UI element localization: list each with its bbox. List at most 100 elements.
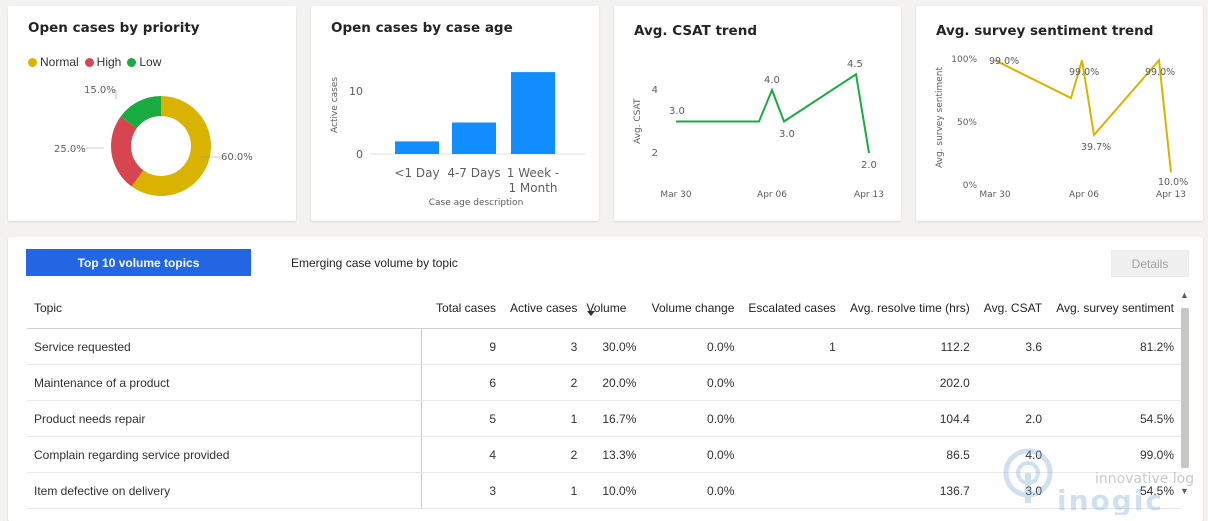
age-bar[interactable] xyxy=(452,122,496,155)
col-volume-change[interactable]: Volume change xyxy=(643,288,742,329)
sort-descending-icon[interactable] xyxy=(587,311,595,316)
sentiment-x3: Apr 13 xyxy=(1156,190,1186,200)
table-cell: 104.4 xyxy=(842,400,977,437)
table-cell: 0.0% xyxy=(643,364,742,401)
csat-label-a: 3.0 xyxy=(669,106,685,117)
tab-emerging-case-volume[interactable]: Emerging case volume by topic xyxy=(291,256,458,270)
sentiment-x2: Apr 06 xyxy=(1069,190,1099,200)
table-row[interactable]: Product needs repair 5 1 16.7% 0.0% 104.4 2.0 5… xyxy=(27,400,1182,437)
table-cell: 1 xyxy=(503,400,585,437)
table-cell: 3 xyxy=(503,328,585,365)
sentiment-ytick-100: 100% xyxy=(951,55,977,65)
donut-label-high: 25.0% xyxy=(54,144,86,155)
col-active-cases[interactable]: Active cases xyxy=(503,288,585,329)
table-row[interactable]: Item defective on delivery 3 1 10.0% 0.0% 136… xyxy=(27,472,1182,509)
table-cell: 99.0% xyxy=(1049,436,1182,473)
table-cell: Maintenance of a product xyxy=(27,364,422,401)
col-avg-survey-sentiment[interactable]: Avg. survey sentiment xyxy=(1049,288,1182,329)
priority-donut-chart[interactable]: 60.0% 25.0% 15.0% xyxy=(8,6,296,221)
table-cell: 0.0% xyxy=(643,472,742,509)
legend-normal[interactable]: Normal xyxy=(28,55,79,69)
sentiment-x1: Mar 30 xyxy=(979,190,1011,200)
table-cell: Item defective on delivery xyxy=(27,472,422,509)
age-cat2: 4-7 Days xyxy=(447,166,500,180)
table-cell: 2 xyxy=(503,436,585,473)
sentiment-series-line xyxy=(994,57,1172,173)
table-row[interactable]: Maintenance of a product 6 2 20.0% 0.0% 202.0 xyxy=(27,364,1182,401)
case-age-card: Open cases by case age Active cases 10 0… xyxy=(311,6,599,221)
table-cell: 112.2 xyxy=(842,328,977,365)
sentiment-label-b: 99.0% xyxy=(1069,67,1099,78)
svg-text:inogic: inogic xyxy=(1057,484,1164,515)
table-cell xyxy=(976,364,1050,401)
age-cat3-line2: 1 Month xyxy=(508,181,557,195)
table-cell xyxy=(741,364,843,401)
sentiment-label-c: 39.7% xyxy=(1081,142,1111,153)
age-bar[interactable] xyxy=(395,141,439,154)
table-cell: 54.5% xyxy=(1049,400,1182,437)
csat-label-d: 4.5 xyxy=(847,59,863,70)
case-age-bar-chart[interactable]: Active cases 10 0 <1 Day 4-7 Days 1 Week… xyxy=(311,6,599,221)
details-button[interactable]: Details xyxy=(1111,250,1189,277)
table-cell: 81.2% xyxy=(1049,328,1182,365)
col-avg-csat[interactable]: Avg. CSAT xyxy=(976,288,1050,329)
sentiment-label-e: 10.0% xyxy=(1158,177,1188,188)
donut-slice-high[interactable] xyxy=(111,116,144,187)
table-cell: 3.0 xyxy=(976,472,1050,509)
table-cell: 0.0% xyxy=(643,400,742,437)
table-header-row: Topic Total cases Active cases Volume Vo… xyxy=(27,288,1182,329)
table-cell: 30.0% xyxy=(584,328,644,365)
table-cell: 3 xyxy=(421,472,503,509)
sentiment-line-chart[interactable]: Avg. survey sentiment 100% 50% 0% 99.0% … xyxy=(916,6,1203,221)
topics-table: Topic Total cases Active cases Volume Vo… xyxy=(27,288,1182,509)
priority-card: Open cases by priority Normal High Low 6… xyxy=(8,6,296,221)
table-cell: 9 xyxy=(421,328,503,365)
scroll-thumb[interactable] xyxy=(1181,308,1189,468)
donut-slice-low[interactable] xyxy=(120,96,161,129)
csat-x1: Mar 30 xyxy=(660,190,692,200)
legend-low[interactable]: Low xyxy=(127,55,161,69)
legend-high[interactable]: High xyxy=(84,55,121,69)
sentiment-ytick-50: 50% xyxy=(957,118,977,128)
table-cell: 3.6 xyxy=(976,328,1050,365)
table-cell: 136.7 xyxy=(842,472,977,509)
table-cell xyxy=(741,400,843,437)
table-cell: 1 xyxy=(741,328,843,365)
csat-trend-card: Avg. CSAT trend Avg. CSAT 4 2 3.0 4.0 3.… xyxy=(614,6,901,221)
sentiment-ytick-0: 0% xyxy=(963,181,978,191)
tab-top-10-volume-topics[interactable]: Top 10 volume topics xyxy=(26,249,251,276)
table-cell xyxy=(741,436,843,473)
col-volume[interactable]: Volume xyxy=(584,288,644,329)
csat-ylabel: Avg. CSAT xyxy=(633,98,643,144)
col-topic[interactable]: Topic xyxy=(27,288,421,329)
csat-series-line xyxy=(676,72,870,154)
col-escalated-cases[interactable]: Escalated cases xyxy=(741,288,843,329)
priority-card-title: Open cases by priority xyxy=(28,20,200,36)
age-ytick-0: 0 xyxy=(356,148,363,161)
csat-line-chart[interactable]: Avg. CSAT 4 2 3.0 4.0 3.0 4.5 2.0 Mar 30… xyxy=(614,6,901,221)
table-row[interactable]: Service requested 9 3 30.0% 0.0% 1 112.2 3.6 81.… xyxy=(27,328,1182,365)
csat-ytick-4: 4 xyxy=(652,85,658,96)
donut-label-normal: 60.0% xyxy=(221,152,253,163)
sentiment-label-a: 99.0% xyxy=(989,56,1019,67)
age-bar[interactable] xyxy=(511,72,555,154)
col-total-cases[interactable]: Total cases xyxy=(421,288,503,329)
csat-label-c: 3.0 xyxy=(779,129,795,140)
table-row[interactable]: Complain regarding service provided 4 2 13.… xyxy=(27,436,1182,473)
table-cell: Service requested xyxy=(27,328,422,365)
table-cell xyxy=(1049,364,1182,401)
priority-legend: Normal High Low xyxy=(28,55,161,69)
table-cell: 10.0% xyxy=(584,472,644,509)
table-cell: 0.0% xyxy=(643,436,742,473)
table-scrollbar[interactable]: ▲ ▼ xyxy=(1179,290,1191,502)
scroll-down-icon[interactable]: ▼ xyxy=(1180,486,1189,496)
csat-x2: Apr 06 xyxy=(757,190,787,200)
csat-x3: Apr 13 xyxy=(854,190,884,200)
table-cell: Complain regarding service provided xyxy=(27,436,422,473)
svg-text:innovative logic: innovative logic xyxy=(1095,471,1195,487)
scroll-up-icon[interactable]: ▲ xyxy=(1180,290,1189,300)
donut-label-low: 15.0% xyxy=(84,85,116,96)
col-avg-resolve-time[interactable]: Avg. resolve time (hrs) xyxy=(842,288,977,329)
donut-slice-normal[interactable] xyxy=(131,96,211,196)
table-cell: 13.3% xyxy=(584,436,644,473)
